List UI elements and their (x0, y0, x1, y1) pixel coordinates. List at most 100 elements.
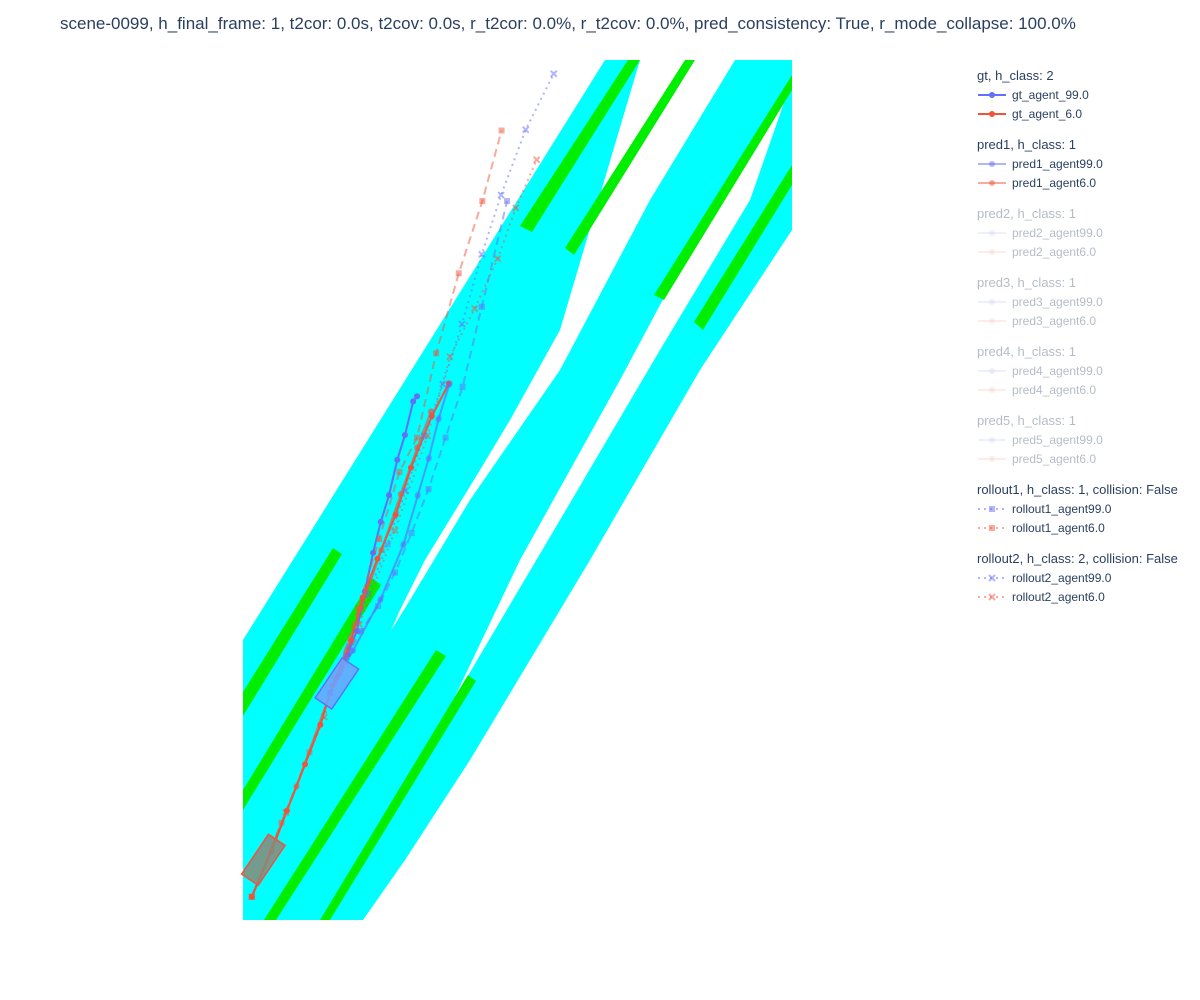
data-point-gt_agent_99.0-10[interactable] (410, 398, 417, 405)
legend-group: pred2, h_class: 1 pred2_agent99.0 pred2_ag… (977, 204, 1197, 261)
data-point-rollout1_agent99.0-1[interactable] (343, 653, 350, 660)
legend-item[interactable]: pred1_agent6.0 (977, 173, 1197, 192)
legend-swatch-icon (978, 455, 1006, 462)
data-point-rollout1_agent99.0-10[interactable] (504, 198, 511, 205)
data-point-gt_agent_99.0-6[interactable] (377, 518, 384, 525)
data-point-rollout2_agent6.0-8[interactable] (494, 254, 502, 263)
series-line-rollout1_agent99.0[interactable] (328, 200, 509, 694)
data-point-pred2_agent99.0-4[interactable] (415, 491, 422, 498)
lane-stripe (243, 578, 381, 810)
legend-item[interactable]: pred4_agent99.0 (977, 361, 1197, 380)
legend-swatch-icon (978, 160, 1006, 167)
agent_99.0_box[interactable] (314, 656, 360, 711)
data-point-rollout2_agent99.0-3[interactable] (383, 540, 392, 548)
data-point-rollout1_agent6.0-2[interactable] (306, 749, 313, 756)
data-point-rollout2_agent6.0-0[interactable] (248, 893, 256, 901)
data-point-rollout2_agent99.0-2[interactable] (364, 590, 372, 598)
data-point-pred2_agent99.0-5[interactable] (426, 454, 433, 461)
data-point-pred1_agent6.0-5[interactable] (397, 491, 404, 498)
data-point-pred1_agent99.0-6[interactable] (435, 416, 442, 423)
legend-swatch-icon (978, 179, 1006, 186)
data-point-rollout1_agent6.0-8[interactable] (433, 350, 440, 357)
legend-item-label: rollout1_agent6.0 (1012, 520, 1105, 535)
data-point-rollout1_agent6.0-9[interactable] (455, 270, 462, 277)
legend-item[interactable]: pred3_agent99.0 (977, 292, 1197, 311)
data-point-rollout1_agent6.0-7[interactable] (414, 434, 421, 441)
data-point-rollout2_agent6.0-4[interactable] (391, 526, 399, 535)
legend-item[interactable]: pred3_agent6.0 (977, 311, 1197, 330)
legend-swatch-icon (978, 110, 1006, 117)
data-point-rollout2_agent99.0-11[interactable] (550, 70, 558, 78)
data-point-pred2_agent6.0-4[interactable] (378, 546, 385, 553)
series-line-pred1_agent99.0[interactable] (328, 384, 450, 694)
data-point-rollout2_agent99.0-8[interactable] (478, 250, 486, 259)
data-point-pred1_agent6.0-4[interactable] (378, 547, 385, 554)
data-point-gt_agent_99.0-8[interactable] (394, 456, 401, 463)
data-point-rollout1_agent99.0-4[interactable] (392, 569, 399, 576)
series-line-pred2_agent99.0[interactable] (328, 383, 451, 694)
data-point-rollout1_agent6.0-10[interactable] (479, 198, 486, 205)
legend-item[interactable]: pred5_agent99.0 (977, 430, 1197, 449)
data-point-rollout1_agent6.0-6[interactable] (396, 468, 403, 475)
data-point-rollout1_agent99.0-9[interactable] (478, 303, 485, 310)
data-point-gt_agent_99.0-9[interactable] (401, 431, 408, 438)
data-point-rollout1_agent6.0-11[interactable] (498, 127, 505, 134)
data-point-rollout1_agent99.0-5[interactable] (408, 530, 415, 536)
data-point-pred2_agent99.0-7[interactable] (446, 380, 453, 387)
legend-item[interactable]: gt_agent_6.0 (977, 104, 1197, 123)
data-point-rollout1_agent99.0-7[interactable] (442, 434, 449, 441)
data-point-pred1_agent99.0-7[interactable] (445, 382, 452, 389)
data-point-rollout1_agent99.0-3[interactable] (375, 603, 382, 610)
legend-group: gt, h_class: 2 gt_agent_99.0 gt_agent_6.0 (977, 66, 1197, 123)
legend-item[interactable]: rollout1_agent99.0 (977, 499, 1197, 518)
series-rollout2_agent6.0[interactable] (248, 156, 541, 901)
legend-item-label: pred1_agent99.0 (1012, 156, 1103, 171)
series-line-rollout2_agent99.0[interactable] (328, 73, 555, 694)
data-point-rollout2_agent6.0-10[interactable] (533, 156, 541, 164)
data-point-gt_agent_99.0-7[interactable] (386, 492, 393, 499)
lane-stripe (264, 650, 446, 920)
agent_6.0_box[interactable] (240, 833, 287, 887)
data-point-pred2_agent6.0-5[interactable] (398, 490, 405, 497)
data-point-pred1_agent99.0-5[interactable] (425, 456, 432, 463)
legend-item[interactable]: gt_agent_99.0 (977, 85, 1197, 104)
data-point-rollout2_agent6.0-2[interactable] (320, 713, 328, 721)
data-point-rollout2_agent99.0-7[interactable] (458, 320, 466, 328)
series-line-rollout1_agent6.0[interactable] (250, 130, 503, 898)
data-point-pred2_agent99.0-3[interactable] (400, 540, 407, 547)
legend-item[interactable]: pred2_agent99.0 (977, 223, 1197, 242)
data-point-pred2_agent99.0-6[interactable] (435, 414, 442, 421)
data-point-rollout2_agent99.0-9[interactable] (497, 191, 505, 199)
data-point-rollout2_agent99.0-10[interactable] (522, 125, 530, 134)
legend-item[interactable]: pred1_agent99.0 (977, 154, 1197, 173)
data-point-pred2_agent6.0-6[interactable] (414, 444, 421, 450)
data-point-rollout2_agent6.0-6[interactable] (446, 352, 454, 361)
data-point-rollout1_agent99.0-6[interactable] (425, 486, 432, 493)
legend-item[interactable]: rollout2_agent6.0 (977, 587, 1197, 606)
data-point-rollout1_agent99.0-2[interactable] (358, 628, 365, 635)
legend-item[interactable]: rollout1_agent6.0 (977, 518, 1197, 537)
legend-group-title: pred5, h_class: 1 (977, 413, 1077, 428)
legend-item[interactable]: pred5_agent6.0 (977, 449, 1197, 468)
agent-box-layer (240, 656, 360, 887)
data-point-gt_agent_99.0-11[interactable] (414, 393, 421, 400)
legend-item[interactable]: rollout2_agent99.0 (977, 568, 1197, 587)
data-point-rollout1_agent99.0-8[interactable] (459, 383, 466, 390)
data-point-rollout2_agent6.0-5[interactable] (423, 432, 432, 440)
legend-swatch-icon (978, 367, 1006, 374)
legend-item[interactable]: pred4_agent6.0 (977, 380, 1197, 399)
legend-swatch-icon (978, 592, 1006, 601)
data-point-pred1_agent6.0-7[interactable] (427, 408, 434, 415)
legend-item[interactable]: pred2_agent6.0 (977, 242, 1197, 261)
data-point-rollout2_agent6.0-1[interactable] (282, 808, 290, 817)
legend-group: pred5, h_class: 1 pred5_agent99.0 pred5_ag… (977, 411, 1197, 468)
legend-group: pred4, h_class: 1 pred4_agent99.0 pred4_ag… (977, 342, 1197, 399)
data-point-pred1_agent99.0-4[interactable] (414, 493, 421, 500)
data-point-pred1_agent99.0-3[interactable] (400, 542, 407, 549)
data-point-rollout2_agent6.0-3[interactable] (355, 620, 364, 628)
data-point-rollout2_agent6.0-9[interactable] (512, 204, 520, 212)
data-point-rollout1_agent6.0-5[interactable] (376, 536, 383, 543)
data-point-rollout1_agent6.0-4[interactable] (355, 604, 362, 611)
data-point-rollout2_agent6.0-7[interactable] (470, 304, 479, 313)
